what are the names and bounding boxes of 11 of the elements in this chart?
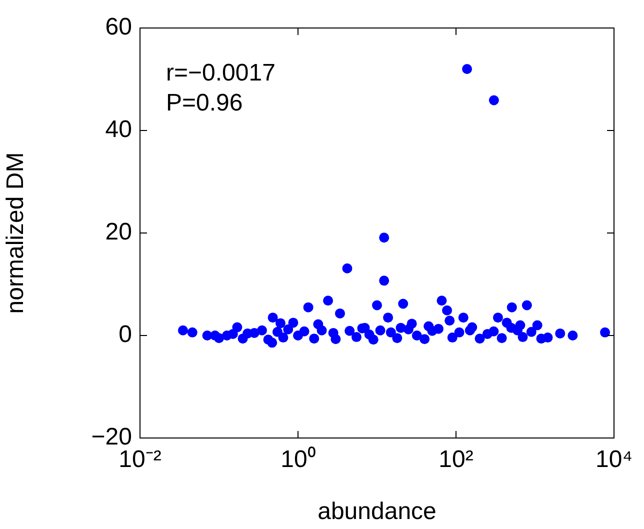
x-tick-label: 10⁴ (595, 446, 633, 474)
x-axis-title: abundance (318, 498, 436, 526)
annotation: P=0.96 (166, 90, 243, 117)
x-tick-label: 10⁰ (280, 446, 316, 474)
y-tick-label: 0 (118, 321, 132, 348)
annotation: r=−0.0017 (166, 60, 276, 87)
x-tick-label: 10² (438, 446, 474, 474)
y-tick-label: 60 (105, 14, 132, 41)
y-tick-label: 40 (105, 116, 132, 144)
y-axis-title: normalized DM (2, 152, 30, 314)
y-tick-label: 20 (105, 218, 132, 246)
